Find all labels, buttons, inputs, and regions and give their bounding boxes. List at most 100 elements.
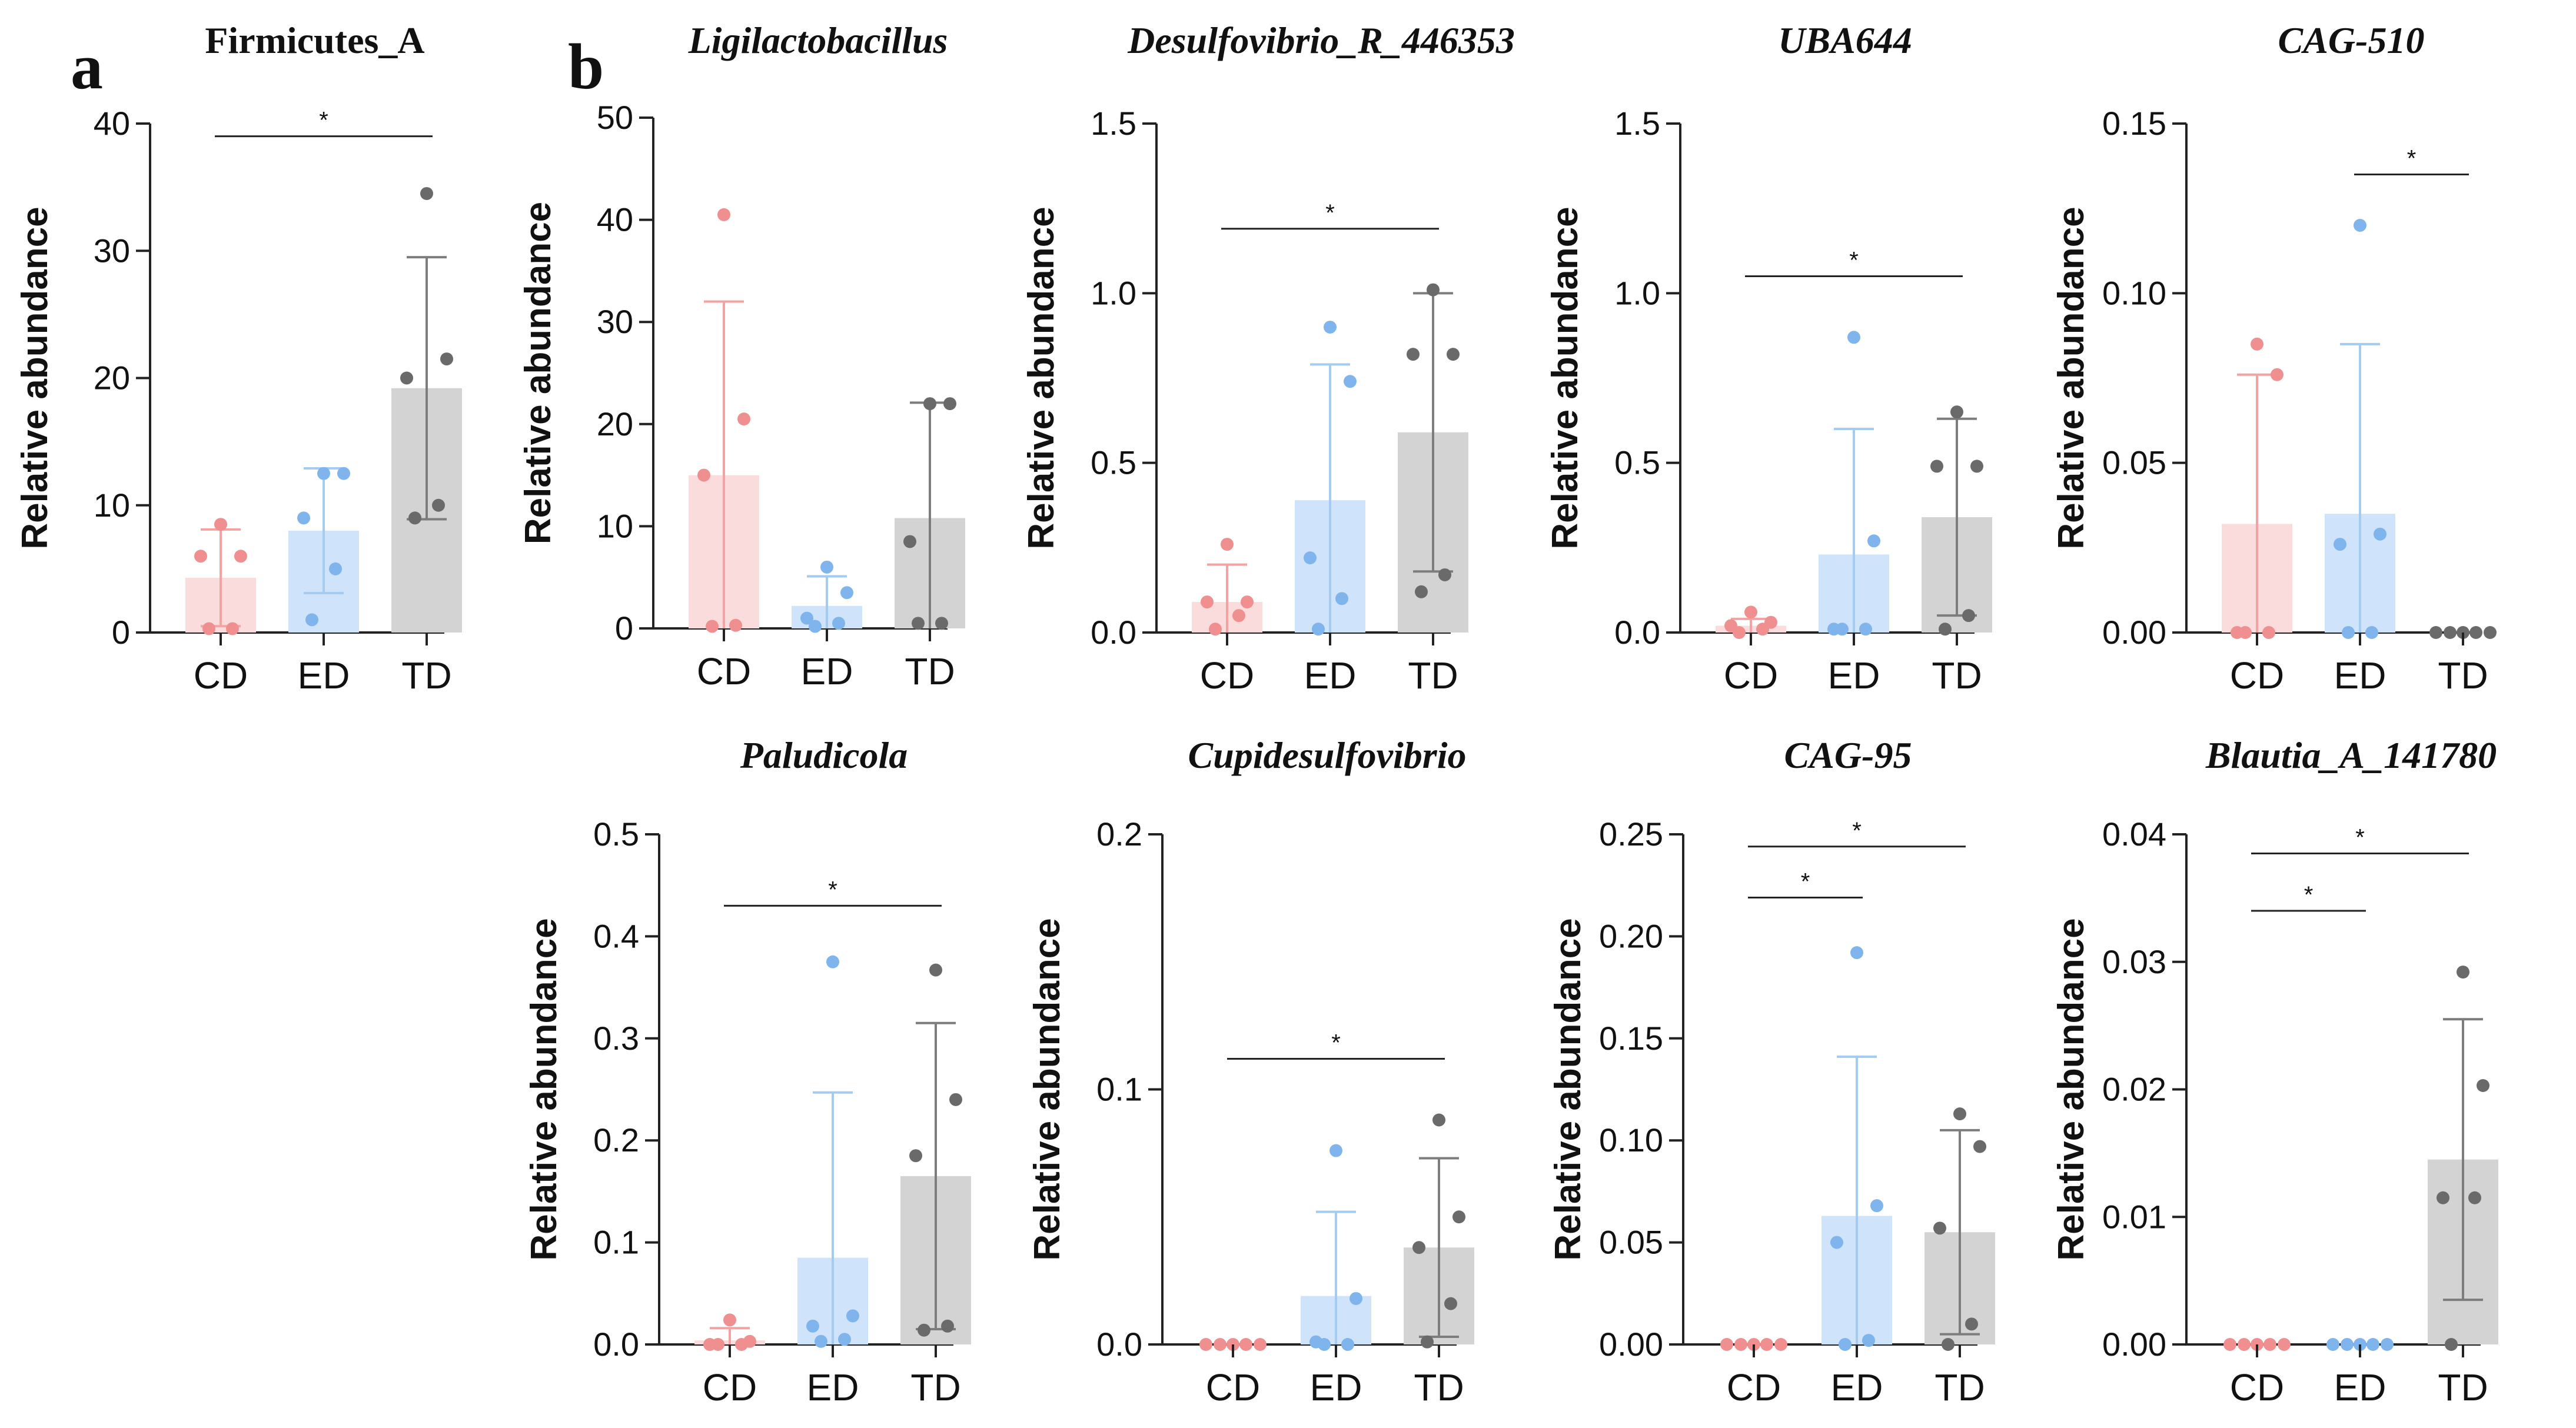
data-point-cd (1734, 1338, 1747, 1351)
data-point-ed (806, 1319, 819, 1333)
data-point-cd (712, 1338, 724, 1351)
y-tick-label: 1.5 (1091, 105, 1136, 142)
y-tick-label: 0.15 (2102, 105, 2166, 142)
significance-label: * (1801, 869, 1810, 895)
data-point-ed (1304, 551, 1317, 565)
y-axis-label: Relative abundance (524, 918, 564, 1260)
data-point-ed (317, 467, 330, 480)
data-point-cd (723, 1313, 736, 1327)
y-tick-label: 40 (94, 105, 130, 142)
significance-label: * (1852, 818, 1862, 844)
data-point-cd (1744, 605, 1757, 619)
y-tick-label: 0 (112, 614, 130, 651)
data-point-cd (697, 468, 710, 482)
data-point-td (2445, 1338, 2458, 1351)
data-point-td (1970, 460, 1983, 473)
x-category-label: ED (298, 654, 350, 697)
y-tick-label: 0.25 (1599, 815, 1663, 853)
significance-label: * (1331, 1030, 1341, 1056)
data-point-td (918, 1323, 930, 1337)
data-point-ed (2365, 626, 2378, 639)
x-category-label: CD (1206, 1366, 1260, 1409)
data-point-td (1953, 1107, 1966, 1121)
x-category-label: TD (1935, 1366, 1985, 1409)
y-tick-label: 40 (597, 201, 633, 238)
data-point-cd (1199, 1338, 1212, 1351)
data-point-td (1973, 1140, 1986, 1153)
significance-label: * (1325, 200, 1335, 226)
data-point-td (2484, 626, 2497, 639)
data-point-ed (832, 617, 845, 630)
data-point-td (1444, 1297, 1457, 1310)
data-point-ed (1870, 1199, 1883, 1213)
y-tick-label: 0.0 (1096, 1326, 1142, 1363)
data-point-td (400, 371, 413, 385)
x-category-label: TD (910, 1366, 960, 1409)
data-point-td (941, 1319, 954, 1333)
y-tick-label: 30 (597, 303, 633, 340)
data-point-td (2468, 1191, 2481, 1204)
data-point-cd (2239, 626, 2252, 639)
data-point-cd (1241, 595, 1254, 609)
data-point-ed (2366, 1338, 2379, 1351)
data-point-td (1412, 1241, 1425, 1254)
data-point-cd (194, 550, 207, 563)
chart-title: Ligilactobacillus (688, 19, 948, 61)
data-point-td (929, 963, 942, 977)
data-point-cd (234, 550, 247, 563)
data-point-td (432, 498, 445, 512)
data-point-ed (337, 467, 350, 480)
chart-panel: Paludicola Relative abundance 0.0 0.1 0.2 0.3… (524, 734, 971, 1409)
data-point-ed (1335, 592, 1348, 605)
chart-title: UBA644 (1778, 19, 1912, 61)
y-tick-label: 1.0 (1614, 274, 1660, 311)
data-point-cd (1756, 623, 1769, 636)
chart-title: Paludicola (740, 734, 908, 776)
x-category-label: TD (2438, 654, 2488, 697)
data-point-td (1950, 405, 1963, 419)
data-point-cd (1201, 595, 1214, 609)
data-point-ed (1850, 946, 1863, 960)
data-point-td (1415, 585, 1428, 598)
data-point-cd (2223, 1338, 2236, 1351)
data-point-td (912, 617, 925, 630)
x-category-label: ED (2334, 1366, 2386, 1409)
significance-label: * (2355, 825, 2365, 851)
data-point-ed (2342, 626, 2355, 639)
y-tick-label: 0.0 (1091, 614, 1136, 651)
data-point-ed (1350, 1291, 1362, 1305)
y-axis-label: Relative abundance (518, 202, 559, 544)
y-tick-label: 1.0 (1091, 274, 1136, 311)
y-tick-label: 0.2 (1096, 815, 1142, 853)
x-category-label: ED (807, 1366, 859, 1409)
data-point-td (2444, 626, 2457, 639)
y-tick-label: 0.2 (593, 1121, 639, 1159)
significance-label: * (319, 108, 328, 134)
x-category-label: CD (697, 650, 751, 693)
data-point-td (923, 397, 936, 411)
data-point-cd (1232, 609, 1245, 623)
chart-title: CAG-510 (2278, 19, 2425, 61)
data-point-cd (202, 622, 215, 635)
chart-panel: Blautia_A_141780 Relative abundance 0.00 0.… (2051, 734, 2498, 1409)
y-tick-label: 0.10 (2102, 274, 2166, 311)
y-tick-label: 50 (597, 99, 633, 136)
y-tick-label: 0.03 (2102, 943, 2166, 980)
data-point-td (2469, 626, 2482, 639)
x-category-label: TD (1414, 1366, 1464, 1409)
data-point-ed (826, 955, 839, 968)
y-tick-label: 20 (597, 405, 633, 442)
chart-panel: Desulfovibrio_R_446353 Relative abundance… (1021, 19, 1515, 697)
data-point-cd (1254, 1338, 1267, 1351)
data-point-ed (1830, 1236, 1843, 1249)
data-point-ed (800, 611, 813, 625)
x-category-label: TD (2438, 1366, 2488, 1409)
y-tick-label: 0.1 (1096, 1071, 1142, 1108)
data-point-cd (729, 618, 742, 632)
y-tick-label: 0.01 (2102, 1198, 2166, 1235)
chart-panel: Firmicutes_A Relative abundance 0 10 20 30 40 C… (15, 19, 462, 697)
data-point-ed (1312, 623, 1325, 636)
data-point-td (420, 187, 433, 200)
chart-panel: CAG-95 Relative abundance 0.00 0.05 0.10 0.15… (1548, 734, 1995, 1409)
